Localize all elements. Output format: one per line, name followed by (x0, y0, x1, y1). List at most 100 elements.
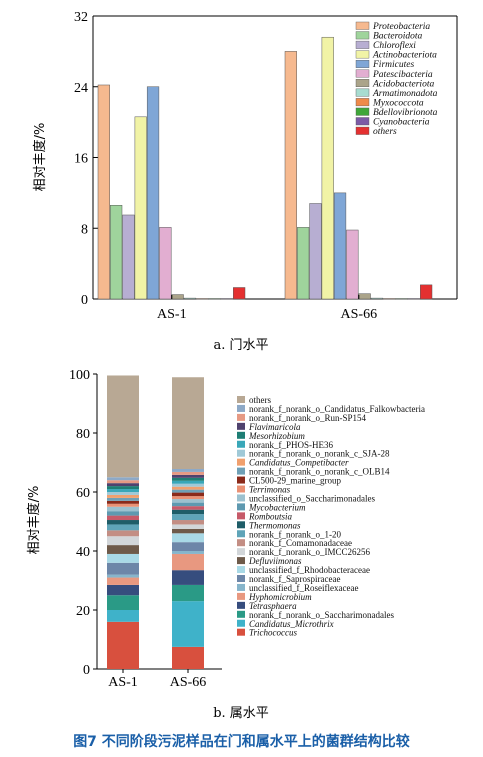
chart-a-x-tick-label: AS-1 (157, 307, 187, 322)
chart-a-legend-label-myxococcota: Myxococcota (372, 98, 424, 108)
chart-b-legend-label-unclassified-f-roseiflexaceae: unclassified_f_Roseiflexaceae (249, 583, 358, 593)
chart-b-segment-norank-f-norank-o-norank-c-olb14-as-1 (107, 497, 139, 501)
chart-a-legend-label-bacteroidota: Bacteroidota (373, 32, 422, 42)
chart-b-legend-swatch-defluviimonas (237, 557, 245, 565)
chart-a-bar-patescibacteria-as-1 (159, 227, 172, 300)
chart-b-legend-swatch-flavimaricola (237, 422, 245, 430)
chart-a-bar-acidobacteriota-as-1 (171, 294, 184, 300)
chart-b-x-tick-label: AS-1 (108, 675, 138, 690)
chart-b-segment-tetrasphaera-as-1 (107, 584, 139, 596)
chart-b-segment-candidatus-microthrix-as-1 (107, 610, 139, 622)
chart-b-legend-label-cl500-29-marine-group: CL500-29_marine_group (249, 476, 341, 486)
chart-a-legend-swatch-proteobacteria (355, 21, 370, 30)
chart-a-legend-swatch-patescibacteria (355, 69, 370, 78)
chart-b-segment-hyphomicrobium-as-66 (172, 553, 204, 571)
chart-a-legend-swatch-others (355, 126, 370, 135)
chart-a-bar-firmicutes-as-66 (333, 192, 347, 300)
chart-b-segment-norank-f-norank-o-imcc26256-as-1 (107, 536, 139, 546)
chart-b-legend-label-norank-f-saprospiraceae: norank_f_Saprospiraceae (249, 574, 340, 584)
chart-a-legend-swatch-acidobacteriota (355, 79, 370, 88)
chart-b-legend-swatch-norank-f-norank-o-1-20 (237, 530, 245, 538)
chart-b-segment-norank-f-norank-o-norank-c-sja-28-as-66 (172, 483, 204, 487)
chart-b-y-tick-label: 40 (76, 545, 90, 560)
chart-a-bar-cyanobacteria-as-66 (407, 298, 420, 300)
chart-a-bar-proteobacteria-as-66 (284, 51, 297, 300)
chart-b-legend-label-unclassified-f-rhodobacteraceae: unclassified_f_Rhodobacteraceae (249, 565, 370, 575)
chart-a-bar-myxococcota-as-66 (383, 298, 396, 300)
chart-b-y-tick-label: 80 (76, 427, 90, 442)
chart-a-legend-label-bdellovibrionota: Bdellovibrionota (373, 108, 438, 118)
chart-b-segment-norank-f-norank-o-1-20-as-66 (172, 514, 204, 521)
chart-b-legend-label-norank-f-norank-o-norank-c-olb14: norank_f_norank_o_norank_c_OLB14 (249, 467, 390, 477)
chart-a-y-tick-label: 16 (74, 152, 88, 167)
chart-b-segment-trichococcus-as-66 (172, 646, 204, 669)
chart-a-bar-chloroflexi-as-66 (309, 203, 322, 300)
chart-b-segment-norank-f-norank-o-run-sp154-as-66 (172, 471, 204, 475)
chart-a-y-tick-label: 8 (81, 222, 88, 237)
chart-a-legend-swatch-cyanobacteria (355, 117, 370, 126)
chart-b-segment-mesorhizobium-as-1 (107, 486, 139, 490)
chart-b-legend-swatch-mesorhizobium (237, 431, 245, 439)
chart-b-segment-norank-f-norank-o-candidatus-falkowbacteria-as-66 (172, 468, 204, 472)
chart-b-legend-label-norank-f-norank-o-imcc26256: norank_f_norank_o_IMCC26256 (249, 547, 370, 557)
chart-b-segment-unclassified-f-rhodobacteraceae-as-1 (107, 553, 139, 563)
chart-b-y-tick-label: 100 (69, 368, 90, 383)
chart-b-legend-swatch-norank-f-norank-o-imcc26256 (237, 548, 245, 556)
chart-b-segment-norank-f-phos-he36-as-66 (172, 480, 204, 484)
chart-a-bar-proteobacteria-as-1 (97, 84, 110, 300)
chart-b-segment-norank-f-norank-o-run-sp154-as-1 (107, 480, 139, 484)
chart-a-bar-others-as-1 (233, 287, 246, 300)
chart-b-segment-thermomonas-as-1 (107, 520, 139, 525)
chart-b-legend-swatch-norank-f-norank-o-candidatus-falkowbacteria (237, 404, 245, 412)
chart-b-legend-swatch-others (237, 396, 245, 403)
chart-a-legend-label-cyanobacteria: Cyanobacteria (373, 118, 430, 128)
chart-a-legend-label-armatimonadota: Armatimonadota (372, 89, 438, 99)
chart-a-legend-label-proteobacteria: Proteobacteria (372, 22, 430, 32)
chart-a-legend-label-firmicutes: Firmicutes (372, 60, 414, 70)
chart-b-x-tick-label: AS-66 (170, 675, 207, 690)
chart-b-y-label: 相对丰度/% (26, 486, 42, 555)
chart-b-legend-label-norank-f-norank-o-norank-c-sja-28: norank_f_norank_o_norank_c_SJA-28 (249, 449, 390, 459)
chart-b-legend-label-defluviimonas: Defluviimonas (248, 556, 302, 566)
chart-b-segment-romboutsia-as-66 (172, 506, 204, 510)
chart-b-segment-candidatus-competibacter-as-66 (172, 486, 204, 490)
chart-b-legend-label-romboutsia: Romboutsia (248, 511, 293, 521)
chart-a-bar-acidobacteriota-as-66 (358, 293, 371, 300)
chart-b-bars: AS-1 AS-66 (107, 375, 206, 690)
chart-b-segment-defluviimonas-as-1 (107, 545, 139, 554)
chart-b-segment-unclassified-f-rhodobacteraceae-as-66 (172, 533, 204, 543)
chart-b-legend-swatch-candidatus-competibacter (237, 458, 245, 466)
chart-b-legend-label-hyphomicrobium: Hyphomicrobium (248, 592, 312, 602)
chart-b-legend-label-norank-f-norank-o-run-sp154: norank_f_norank_o_Run-SP154 (249, 413, 366, 423)
chart-b-segment-defluviimonas-as-66 (172, 528, 204, 534)
chart-a-bar-bacteroidota-as-1 (110, 205, 123, 300)
chart-b-legend-label-terrimonas: Terrimonas (249, 485, 291, 495)
chart-b-segment-terrimonas-as-1 (107, 503, 139, 507)
chart-b-legend-label-mycobacterium: Mycobacterium (248, 502, 306, 512)
chart-b-segment-flavimaricola-as-1 (107, 483, 139, 487)
chart-a-bar-actinobacteriota-as-1 (134, 116, 147, 300)
chart-b-legend-swatch-tetrasphaera (237, 601, 245, 609)
chart-b-legend-label-norank-f-norank-o-candidatus-falkowbacteria: norank_f_norank_o_Candidatus_Falkowbacte… (249, 404, 425, 414)
chart-b-segment-norank-f-norank-o-candidatus-falkowbacteria-as-1 (107, 477, 139, 481)
chart-b-legend-swatch-unclassified-f-roseiflexaceae (237, 583, 245, 591)
chart-b-legend-swatch-unclassified-o-saccharimonadales (237, 494, 245, 502)
chart-a-legend-label-others: others (373, 127, 397, 137)
chart-b-legend-swatch-unclassified-f-rhodobacteraceae (237, 566, 245, 574)
chart-a-y-label: 相对丰度/% (32, 123, 48, 192)
chart-b-segment-unclassified-f-roseiflexaceae-as-1 (107, 574, 139, 578)
chart-a-y-tick-label: 24 (74, 81, 88, 96)
chart-a-bar-others-as-66 (420, 284, 433, 300)
chart-b-y-tick-label: 60 (76, 486, 90, 501)
chart-b-legend-label-norank-f-comamonadaceae: norank_f_Comamonadaceae (249, 538, 352, 548)
chart-b-ticks: 0 20 40 60 80 100 (69, 368, 97, 678)
chart-b-segment-norank-f-comamonadaceae-as-1 (107, 530, 139, 537)
chart-b-segment-tetrasphaera-as-66 (172, 570, 204, 585)
chart-b-legend-swatch-norank-f-saprospiraceae (237, 575, 245, 582)
chart-a-ticks: 0 8 16 24 32 (74, 10, 98, 308)
chart-a-subtitle: a. 门水平 (213, 338, 268, 353)
chart-b-segment-norank-f-norank-o-1-20-as-1 (107, 524, 139, 531)
chart-a-bar-armatimonadota-as-1 (183, 297, 197, 300)
chart-b-legend-swatch-norank-f-phos-he36 (237, 440, 245, 448)
